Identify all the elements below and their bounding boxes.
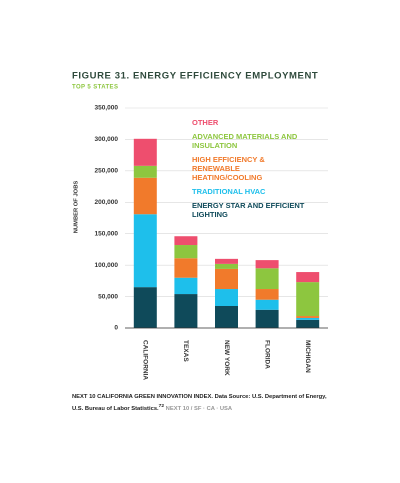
- bar-segment: [133, 177, 157, 215]
- y-tick-label: 350,000: [95, 105, 119, 112]
- footer: NEXT 10 / SF · CA · USA: [165, 405, 233, 412]
- y-tick-label: 250,000: [95, 168, 119, 175]
- bar-segment: [255, 309, 279, 328]
- x-tick-label: FLORIDA: [263, 340, 270, 369]
- bar-segment: [174, 277, 198, 295]
- legend-entry: ADVANCED MATERIALS AND INSULATION: [192, 132, 298, 150]
- footnote: 72: [158, 404, 165, 409]
- bar-segment: [296, 272, 320, 283]
- y-tick-label: 300,000: [95, 136, 119, 143]
- bar-segment: [133, 165, 157, 178]
- y-tick-label: 50,000: [98, 293, 118, 300]
- bar-segment: [174, 245, 198, 259]
- bar-segment: [255, 268, 279, 290]
- y-tick-label: 100,000: [95, 262, 119, 269]
- y-axis-label: NUMBER OF JOBS: [74, 181, 80, 234]
- bar-segment: [215, 306, 238, 328]
- bar-segment: [296, 316, 320, 318]
- bar-segment: [255, 299, 279, 310]
- chart-subtitle: TOP 5 STATES: [72, 85, 118, 91]
- legend-entry: TRADITIONAL HVAC: [192, 187, 266, 196]
- bar-segment: [133, 138, 157, 166]
- bar-segment: [174, 236, 198, 246]
- bar-segment: [296, 282, 320, 317]
- y-tick-label: 0: [114, 325, 118, 332]
- y-tick-label: 200,000: [95, 199, 119, 206]
- x-tick-label: CALIFORNIA: [142, 340, 149, 380]
- source: NEXT 10 CALIFORNIA GREEN INNOVATION INDE…: [72, 393, 332, 414]
- source-text: NEXT 10 CALIFORNIA GREEN INNOVATION INDE…: [72, 394, 327, 412]
- y-tick-label: 150,000: [95, 230, 119, 237]
- bar-segment: [174, 258, 198, 278]
- x-tick-label: TEXAS: [182, 340, 189, 362]
- bar-segment: [255, 260, 279, 269]
- bar-segment: [174, 294, 198, 328]
- legend: OTHER ADVANCED MATERIALS AND INSULATION HI…: [192, 118, 312, 224]
- x-tick-label: NEW YORK: [223, 340, 230, 376]
- bar-segment: [215, 263, 238, 269]
- bar-segment: [133, 214, 157, 288]
- bar-segment: [215, 289, 238, 306]
- bar-segment: [255, 289, 279, 300]
- legend-entry: HIGH EFFICIENCY & RENEWABLE HEATING/COOL…: [192, 155, 265, 182]
- bar-segment: [133, 287, 157, 328]
- bar-segment: [296, 319, 320, 328]
- bar-segment: [296, 317, 320, 320]
- legend-entry: ENERGY STAR AND EFFICIENT LIGHTING: [192, 201, 305, 219]
- x-tick-label: MICHIGAN: [304, 340, 311, 373]
- bar-segment: [215, 268, 238, 290]
- chart-title: FIGURE 31. ENERGY EFFICIENCY EMPLOYMENT: [72, 71, 318, 82]
- bar-segment: [215, 258, 238, 264]
- legend-entry: OTHER: [192, 118, 219, 127]
